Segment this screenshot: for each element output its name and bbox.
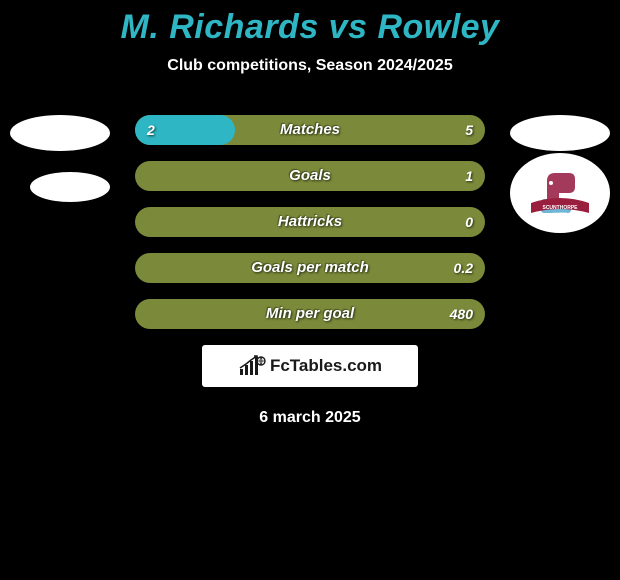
fctables-logo-icon (238, 355, 266, 377)
footer-date: 6 march 2025 (0, 409, 620, 427)
stat-label: Min per goal (135, 299, 485, 329)
stat-right-value: 5 (465, 115, 473, 145)
brand-box: FcTables.com (202, 345, 418, 387)
stat-right-value: 0.2 (454, 253, 473, 283)
stat-right-value: 1 (465, 161, 473, 191)
stat-row-goals-per-match: Goals per match 0.2 (135, 253, 485, 283)
stat-right-value: 480 (450, 299, 473, 329)
stat-right-value: 0 (465, 207, 473, 237)
svg-text:UNITED: UNITED (553, 211, 568, 216)
page-subtitle: Club competitions, Season 2024/2025 (0, 57, 620, 75)
player-left-badge (10, 115, 110, 151)
stat-label: Matches (135, 115, 485, 145)
brand-text: FcTables.com (270, 356, 382, 376)
stat-row-hattricks: Hattricks 0 (135, 207, 485, 237)
player-left-badge-small (30, 172, 110, 202)
stat-label: Goals (135, 161, 485, 191)
player-right-badge (510, 115, 610, 151)
stat-row-matches: 2 Matches 5 (135, 115, 485, 145)
stat-row-goals: Goals 1 (135, 161, 485, 191)
comparison-infographic: M. Richards vs Rowley Club competitions,… (0, 0, 620, 580)
chart-area: SCUNTHORPE UNITED 2 Matches 5 Goals 1 Ha… (0, 115, 620, 427)
stat-label: Goals per match (135, 253, 485, 283)
stat-label: Hattricks (135, 207, 485, 237)
stat-rows: 2 Matches 5 Goals 1 Hattricks 0 Goals pe… (135, 115, 485, 329)
page-title: M. Richards vs Rowley (0, 0, 620, 47)
scunthorpe-crest-icon: SCUNTHORPE UNITED (525, 163, 595, 223)
stat-row-min-per-goal: Min per goal 480 (135, 299, 485, 329)
club-logo-right: SCUNTHORPE UNITED (510, 153, 610, 233)
